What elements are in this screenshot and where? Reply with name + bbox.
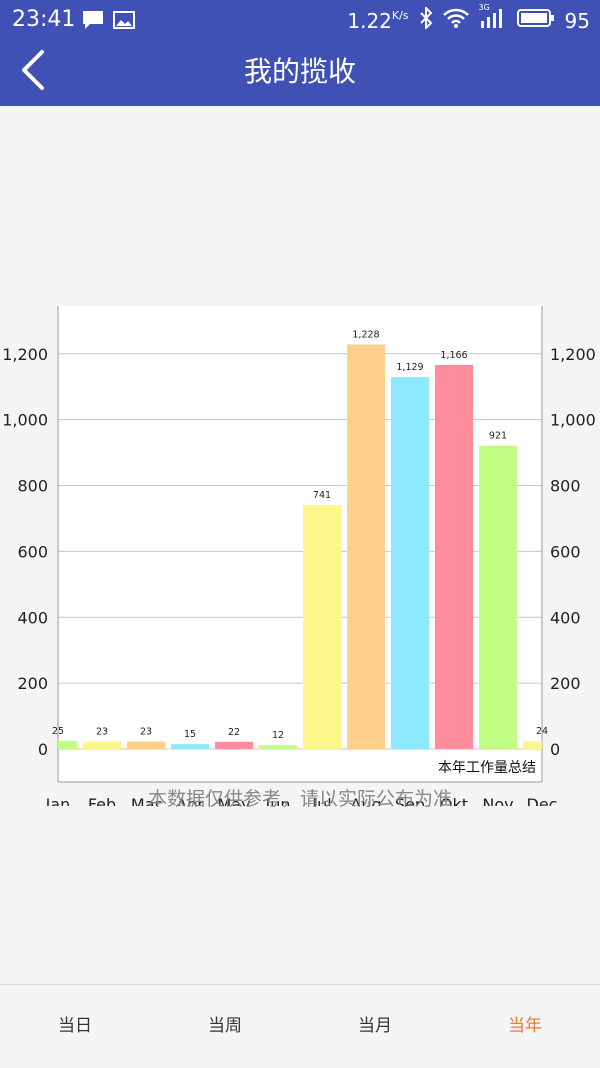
net-unit: K/s: [391, 8, 409, 22]
bar-chart: 0 0 200 200 400 400 600 600 800 800 1,000 1,000 1,20…: [2, 306, 596, 806]
y-tick-label-left: 1,000: [2, 411, 48, 430]
chart-description: 本年工作量总结: [438, 760, 536, 776]
wifi-icon: [442, 8, 469, 33]
bar-nov: [479, 445, 517, 750]
y-tick-label-left: 400: [17, 608, 48, 627]
x-tick-label: Mar: [131, 795, 162, 806]
y-tick-label-left: 200: [17, 674, 48, 693]
disclaimer-text: 本数据仅供参考，请以实际公布为准: [147, 788, 452, 810]
data-label: 1,228: [352, 330, 379, 341]
y-tick-label-right: 200: [550, 674, 581, 693]
x-tick-label: Apr: [176, 795, 204, 806]
x-tick-label: Dec: [527, 795, 558, 806]
bluetooth-icon: [419, 5, 433, 34]
chevron-left-icon: [14, 50, 54, 96]
data-label: 12: [272, 730, 284, 741]
bar-jun: [259, 745, 297, 750]
app-bar: 我的揽收: [0, 42, 600, 106]
tab-month[interactable]: 当月: [358, 1016, 392, 1036]
y-tick-label-right: 0: [550, 740, 560, 759]
y-tick-label-left: 800: [17, 477, 48, 496]
tab-day[interactable]: 当日: [58, 1016, 92, 1036]
data-label: 22: [228, 727, 240, 738]
y-tick-label-left: 600: [17, 542, 48, 561]
data-label: 1,129: [396, 362, 423, 373]
battery-icon: [516, 8, 555, 33]
battery-level: 95: [564, 8, 590, 33]
back-button[interactable]: [14, 48, 62, 96]
data-label: 921: [489, 431, 507, 442]
data-label: 23: [96, 726, 108, 737]
y-tick-label-right: 800: [550, 477, 581, 496]
x-tick-label: Sep: [395, 795, 425, 806]
x-tick-label: Jun: [265, 795, 291, 806]
data-label: 15: [184, 729, 196, 740]
y-tick-label-right: 1,000: [550, 411, 596, 430]
data-label: 24: [536, 726, 548, 737]
x-tick-label: Okt: [440, 795, 468, 806]
image-icon: [113, 10, 135, 34]
x-tick-label: Feb: [88, 795, 116, 806]
bar-may: [215, 741, 253, 750]
data-label: 741: [313, 490, 331, 501]
status-time: 23:41: [12, 7, 76, 32]
tab-week[interactable]: 当周: [208, 1016, 242, 1036]
network-type: 3G: [478, 3, 490, 12]
signal-icon: 3G: [479, 3, 507, 34]
data-label: 23: [140, 726, 152, 737]
bar-okt: [435, 364, 473, 750]
data-label: 25: [52, 726, 64, 737]
bar-dec: [523, 741, 542, 750]
x-tick-label: Nov: [482, 795, 513, 806]
tab-year[interactable]: 当年: [508, 1016, 542, 1036]
x-tick-label: Aug: [350, 795, 381, 806]
data-label: 1,166: [440, 350, 467, 361]
y-tick-label-left: 1,200: [2, 345, 48, 364]
bar-apr: [171, 744, 209, 750]
x-tick-label: Jan: [45, 795, 71, 806]
page-title: 我的揽收: [243, 55, 356, 88]
x-tick-label: Jul: [311, 795, 331, 806]
bottom-tab-bar: 当日 当周 当月 当年: [0, 984, 600, 1068]
bar-jul: [303, 504, 341, 750]
y-tick-label-right: 400: [550, 608, 581, 627]
y-tick-label-right: 1,200: [550, 345, 596, 364]
x-tick-label: May: [217, 795, 250, 806]
y-tick-label-left: 0: [38, 740, 48, 759]
message-icon: [82, 10, 104, 34]
status-bar: 23:41 1.22K/s 3G 95: [0, 0, 600, 42]
bar-feb: [83, 741, 121, 750]
chart-content: 0 0 200 200 400 400 600 600 800 800 1,000 1,000 1,20…: [0, 106, 600, 984]
y-tick-label-right: 600: [550, 542, 581, 561]
bar-jan: [58, 740, 77, 750]
bar-aug: [347, 344, 385, 750]
bar-mar: [127, 741, 165, 750]
bar-sep: [391, 377, 429, 750]
net-speed: 1.22K/s: [347, 8, 409, 33]
